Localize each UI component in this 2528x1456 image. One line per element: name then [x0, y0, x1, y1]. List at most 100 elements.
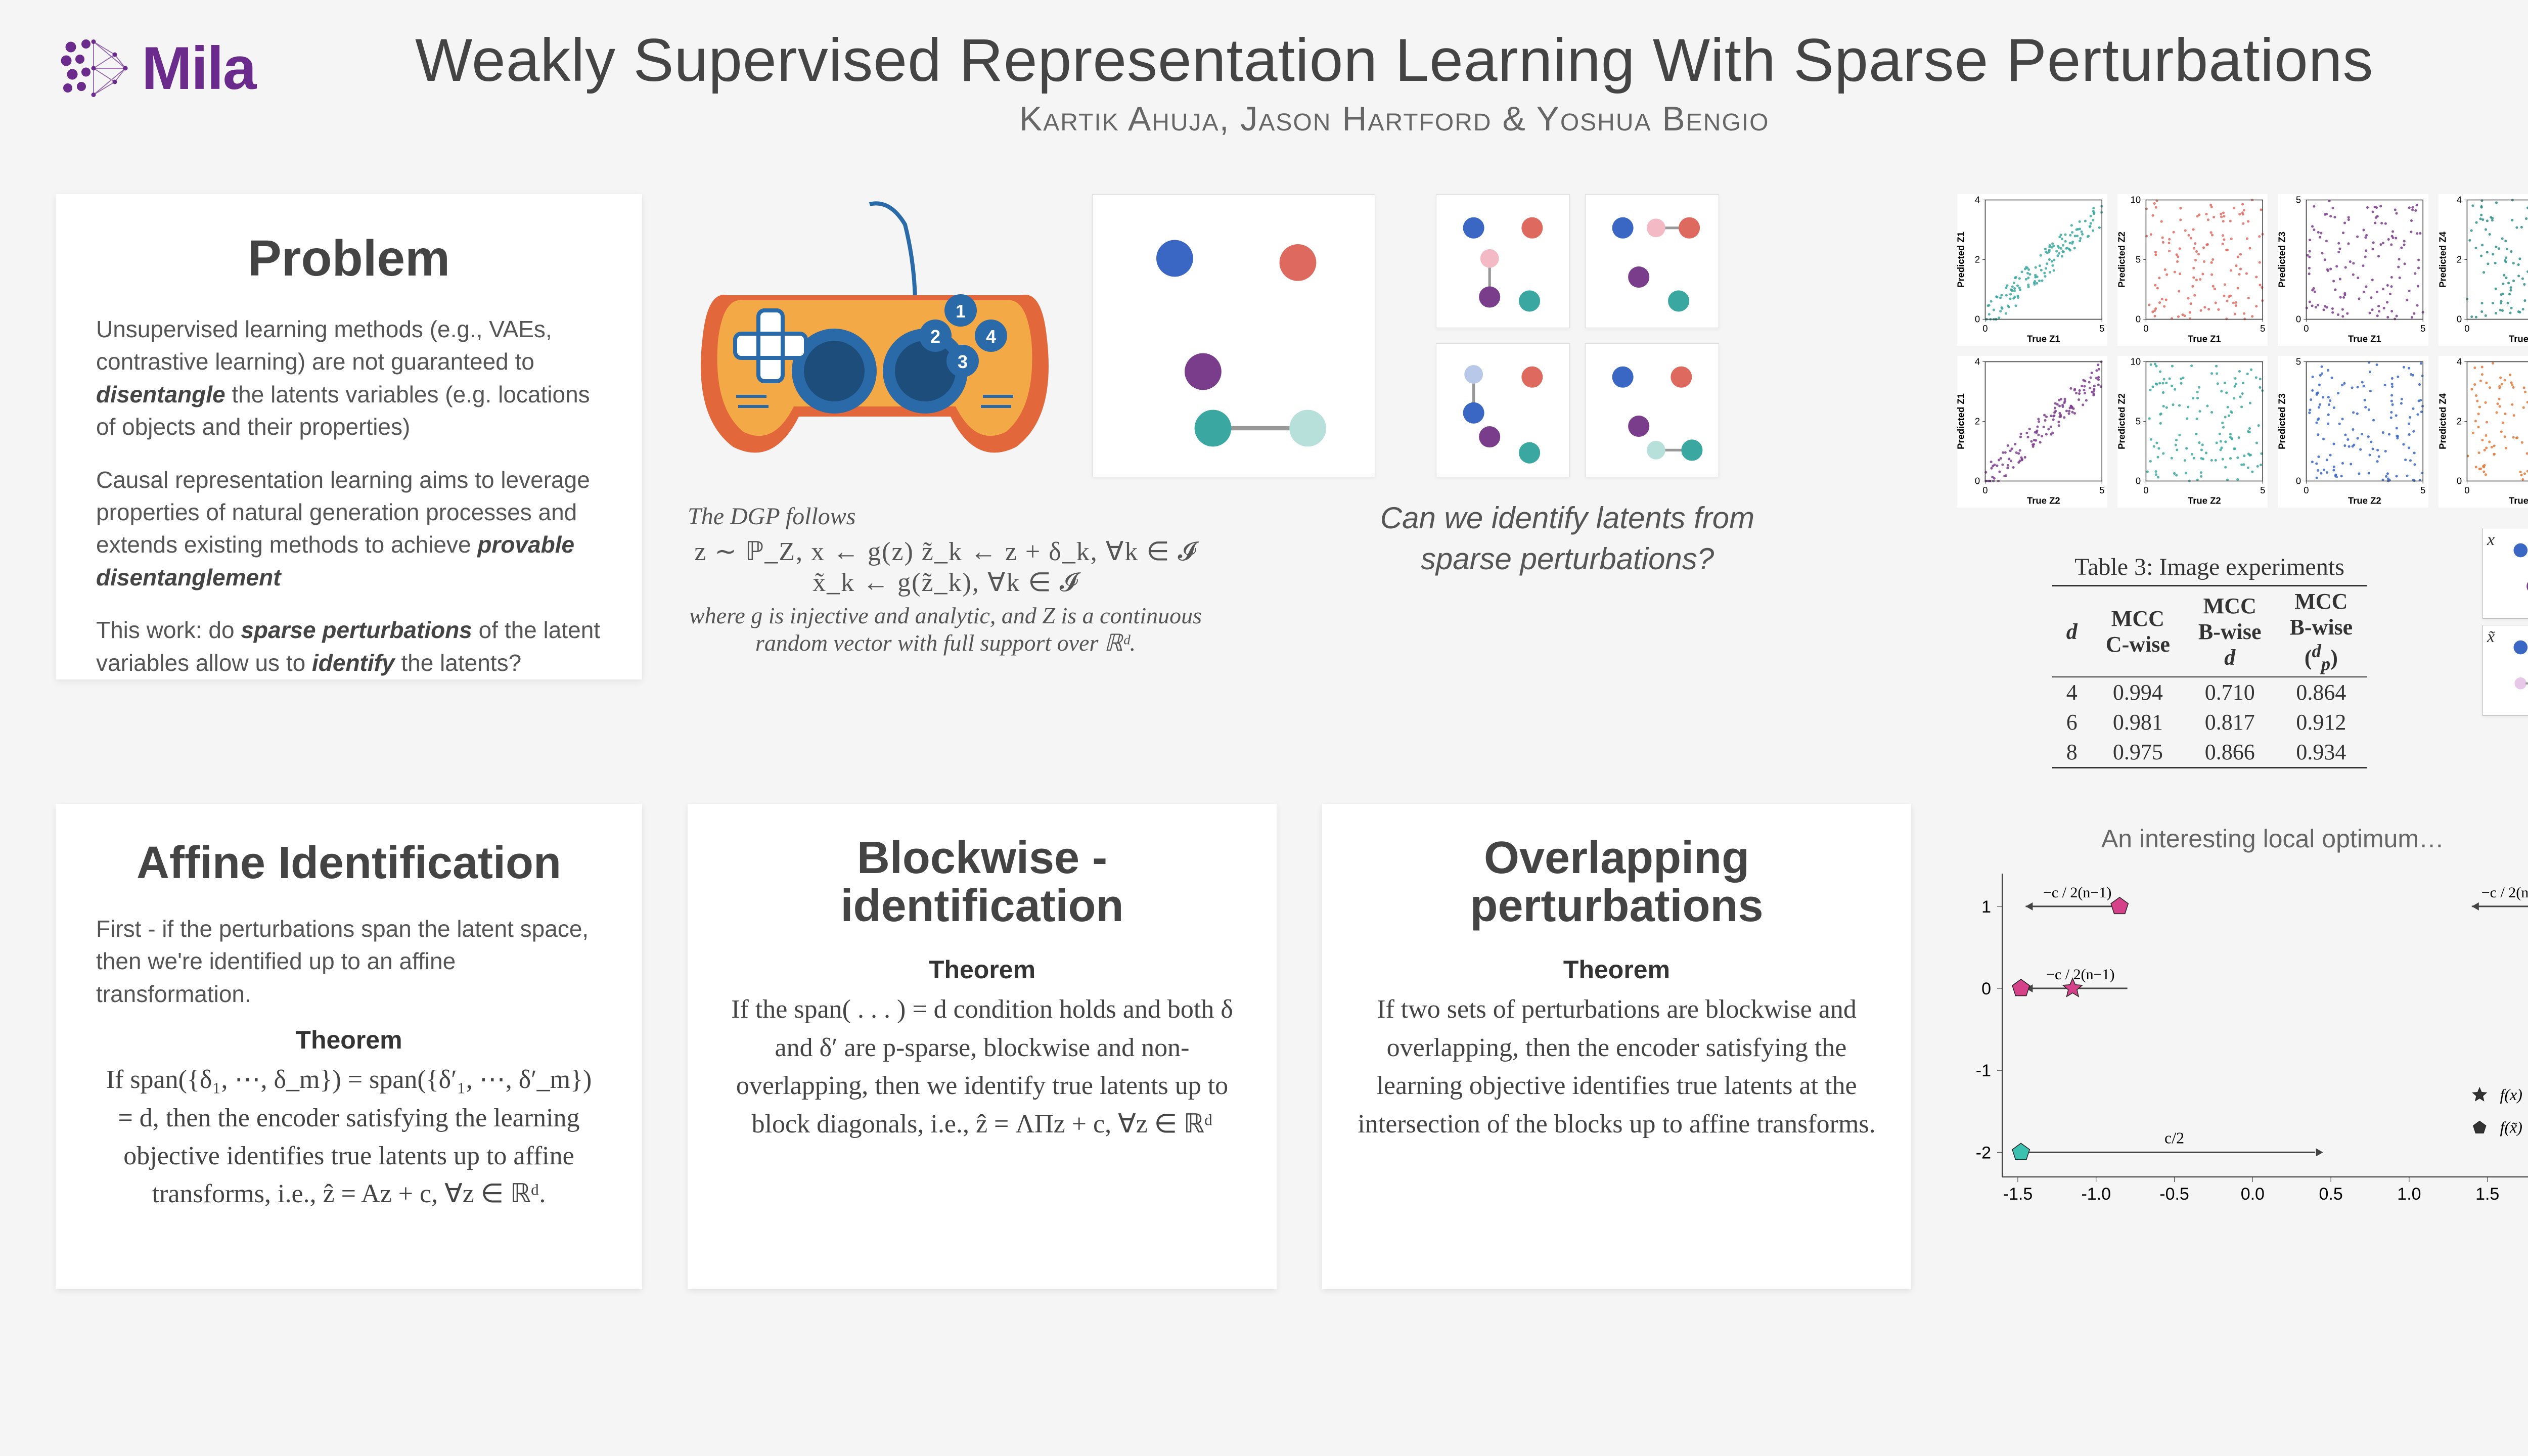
dots-small-grid: [1436, 194, 1719, 477]
svg-text:0: 0: [2143, 323, 2148, 334]
affine-thm: If span({δ₁, ⋯, δ_m}) = span({δ′₁, ⋯, δ′…: [96, 1061, 602, 1213]
dots-svg: [1093, 195, 1376, 478]
em: identify: [312, 650, 395, 676]
svg-text:True Z1: True Z1: [2027, 334, 2060, 344]
blockwise-card: Blockwise - identification Theorem If th…: [688, 804, 1277, 1289]
svg-text:True Z2: True Z2: [2348, 495, 2381, 506]
local-opt-label: An interesting local optimum…: [1957, 824, 2528, 853]
svg-text:5: 5: [2099, 323, 2104, 334]
svg-text:0: 0: [2135, 476, 2140, 486]
svg-text:4: 4: [986, 326, 996, 347]
affine-lead: First - if the perturbations span the la…: [96, 913, 602, 1010]
svg-text:0: 0: [2304, 323, 2309, 334]
svg-text:-0.5: -0.5: [2159, 1185, 2189, 1204]
svg-text:0: 0: [2304, 485, 2309, 495]
svg-text:True Z1: True Z1: [2188, 334, 2221, 344]
svg-text:1.5: 1.5: [2475, 1185, 2499, 1204]
blockwise-thm: If the span( . . . ) = d condition holds…: [718, 990, 1246, 1143]
svg-text:5: 5: [2296, 195, 2301, 205]
svg-text:2: 2: [1975, 416, 1980, 427]
logo: Mila: [56, 30, 255, 106]
dgp-math: z ∼ ℙ_Z, x ← g(z) z̃_k ← z + δ_k, ∀k ∈ 𝓘…: [688, 536, 1203, 598]
svg-text:f(x̃): f(x̃): [2500, 1118, 2522, 1136]
svg-text:−c / 2(n−1): −c / 2(n−1): [2043, 884, 2111, 901]
local-opt-chart: -1.5-1.0-0.50.00.51.01.52.0-2-101−c / 2(…: [1957, 853, 2528, 1217]
svg-text:4: 4: [1975, 195, 1980, 205]
svg-text:0.5: 0.5: [2319, 1185, 2343, 1204]
results-table: d MCCC-wise MCCB-wised MCCB-wise(dp) 40.…: [2052, 585, 2367, 768]
overlap-thm: If two sets of perturbations are blockwi…: [1352, 990, 1881, 1143]
affine-card: Affine Identification First - if the per…: [56, 804, 642, 1289]
svg-text:0: 0: [2456, 314, 2461, 325]
svg-text:5: 5: [2420, 323, 2425, 334]
svg-text:0: 0: [2456, 476, 2461, 486]
svg-text:5: 5: [2260, 485, 2265, 495]
text: Unsupervised learning methods (e.g., VAE…: [96, 316, 552, 375]
svg-text:-1: -1: [1976, 1062, 1991, 1081]
dgp-block: The DGP follows z ∼ ℙ_Z, x ← g(z) z̃_k ←…: [688, 503, 1203, 656]
q-line2: sparse perturbations?: [1421, 542, 1714, 576]
affine-thm-label: Theorem: [96, 1025, 602, 1055]
table-caption: Table 3: Image experiments: [1957, 553, 2462, 581]
text: the latents?: [395, 650, 522, 676]
em: sparse perturbations: [241, 617, 472, 643]
svg-text:5: 5: [2260, 323, 2265, 334]
em: disentangle: [96, 381, 225, 407]
svg-text:0: 0: [1982, 323, 1988, 334]
svg-text:True Z1: True Z1: [2348, 334, 2381, 344]
svg-text:0: 0: [2464, 323, 2469, 334]
svg-text:f(x): f(x): [2500, 1085, 2522, 1104]
svg-text:4: 4: [2456, 195, 2461, 205]
blockwise-thm-label: Theorem: [718, 955, 1246, 984]
local-opt-block: An interesting local optimum… -1.5-1.0-0…: [1957, 804, 2528, 1289]
svg-text:Predicted Z3: Predicted Z3: [2278, 393, 2287, 449]
scatter-grid: 0 5 0 2 4 True Z1 Predicted Z1 0 5 0 5 10 True Z…: [1957, 194, 2528, 508]
svg-text:0: 0: [2464, 485, 2469, 495]
svg-text:Predicted Z1: Predicted Z1: [1957, 232, 1966, 288]
svg-text:Predicted Z4: Predicted Z4: [2439, 231, 2448, 287]
svg-text:5: 5: [2296, 356, 2301, 367]
dots-small-4: [1585, 343, 1719, 477]
mini-x-label: x: [2487, 530, 2495, 550]
svg-text:0: 0: [2296, 314, 2301, 325]
svg-text:0: 0: [1982, 485, 1988, 495]
mini-xt: x̃: [2482, 625, 2528, 716]
svg-text:-2: -2: [1976, 1144, 1991, 1163]
svg-text:c/2: c/2: [2164, 1129, 2184, 1147]
svg-text:0: 0: [2296, 476, 2301, 486]
main-content: Problem Unsupervised learning methods (e…: [0, 154, 2528, 768]
problem-body: Unsupervised learning methods (e.g., VAE…: [96, 313, 602, 679]
svg-text:0: 0: [1981, 979, 1991, 998]
problem-title: Problem: [96, 230, 602, 288]
controller-icon: 1 4 2 3: [688, 194, 1062, 467]
table-row: Table 3: Image experiments d MCCC-wise M…: [1957, 528, 2528, 768]
mini-dots: x x̃: [2482, 528, 2528, 716]
authors: Kartik Ahuja, Jason Hartford & Yoshua Be…: [255, 99, 2528, 139]
svg-text:0: 0: [2135, 314, 2140, 325]
overlap-card: Overlapping perturbations Theorem If two…: [1322, 804, 1911, 1289]
dots-small-1: [1436, 194, 1570, 328]
svg-text:4: 4: [2456, 356, 2461, 367]
svg-text:0.0: 0.0: [2241, 1185, 2265, 1204]
svg-text:Predicted Z3: Predicted Z3: [2278, 232, 2287, 288]
title-block: Weakly Supervised Representation Learnin…: [255, 25, 2528, 139]
dots-small-2: [1585, 194, 1719, 328]
svg-text:True Z2: True Z2: [2027, 495, 2060, 506]
mini-x: x: [2482, 528, 2528, 619]
header: Mila Weakly Supervised Representation Le…: [0, 0, 2528, 154]
svg-text:10: 10: [2130, 195, 2141, 205]
svg-text:5: 5: [2099, 485, 2104, 495]
svg-text:4: 4: [1975, 356, 1980, 367]
mid-col: 1 4 2 3: [688, 194, 1911, 768]
mid-top-area: 1 4 2 3: [688, 194, 1911, 656]
affine-title: Affine Identification: [96, 839, 602, 887]
svg-text:0: 0: [1975, 314, 1980, 325]
svg-text:0: 0: [1975, 476, 1980, 486]
page-title: Weakly Supervised Representation Learnin…: [255, 25, 2528, 95]
svg-text:True Z2: True Z2: [2509, 495, 2528, 506]
svg-text:1: 1: [1981, 897, 1991, 917]
dgp-intro: The DGP follows: [688, 503, 1203, 530]
svg-text:10: 10: [2130, 356, 2141, 367]
svg-text:3: 3: [958, 351, 968, 372]
problem-card: Problem Unsupervised learning methods (e…: [56, 194, 642, 679]
